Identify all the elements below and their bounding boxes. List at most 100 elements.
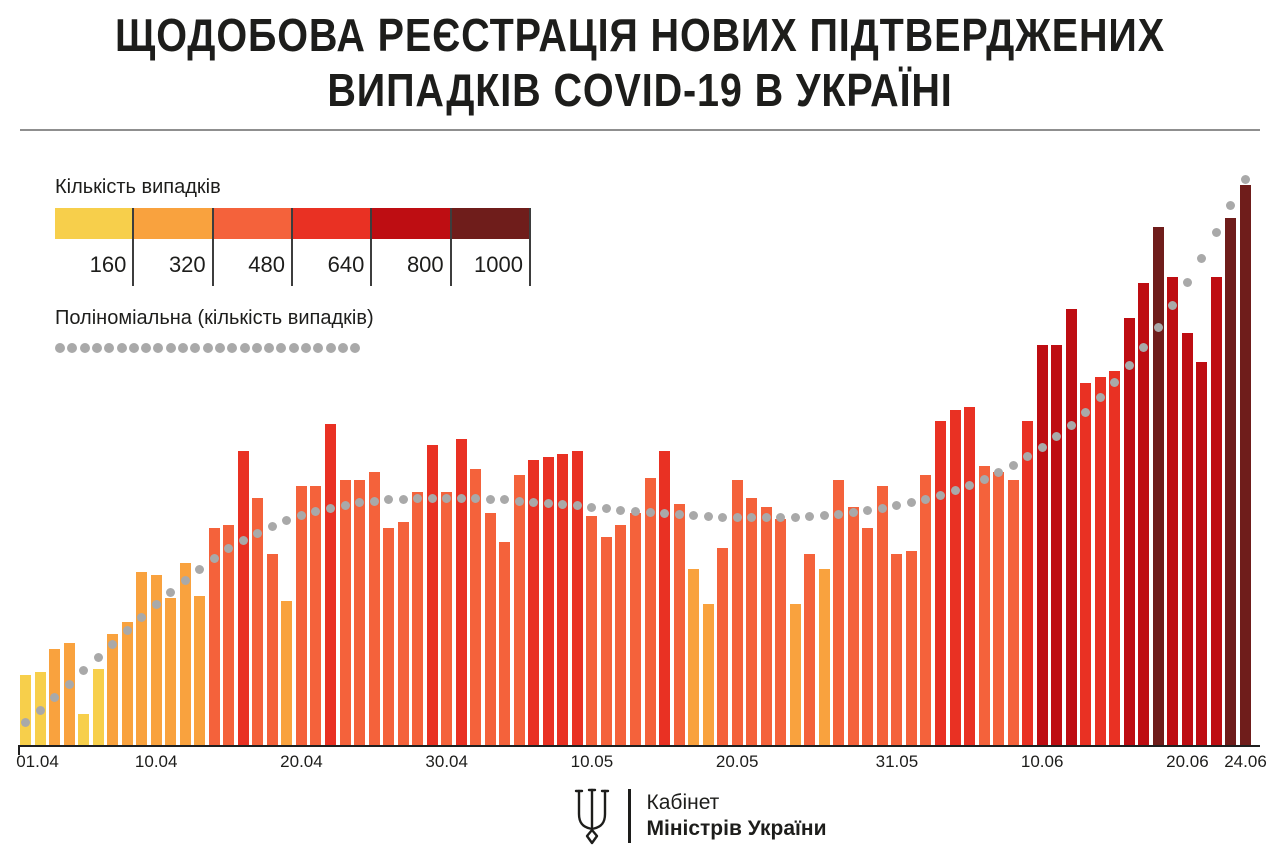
bar: [1196, 362, 1208, 746]
bar: [1109, 371, 1121, 746]
bar: [1138, 283, 1150, 746]
trend-dot: [558, 500, 568, 510]
scale-threshold-label: 160: [89, 252, 127, 277]
trend-dot: [776, 513, 786, 523]
bar: [121, 622, 133, 746]
trend-dot: [1037, 442, 1047, 452]
bar: [1065, 309, 1077, 746]
trend-dot: [326, 503, 335, 513]
bar: [978, 466, 990, 746]
trend-sample-dot: [264, 343, 275, 353]
scale-segment: [55, 208, 135, 239]
trend-dot: [79, 665, 89, 675]
bar: [600, 537, 612, 746]
title-divider: [20, 129, 1260, 131]
trend-sample-dot: [214, 343, 225, 353]
trend-dot: [267, 522, 277, 532]
legend-cases-label: Кількість випадків: [55, 176, 221, 198]
bar: [63, 643, 75, 746]
bar: [630, 513, 641, 746]
x-axis-tick-label: 24.06: [1224, 752, 1267, 771]
trend-dot: [500, 495, 510, 505]
trend-dot: [950, 486, 960, 496]
bar: [325, 424, 336, 746]
trend-line-sample: [55, 343, 365, 353]
trend-dot: [921, 494, 931, 504]
bar: [659, 451, 671, 746]
trend-dot: [1226, 201, 1236, 211]
trend-dot: [936, 490, 945, 500]
trend-dot: [456, 493, 466, 503]
trend-dot: [64, 679, 74, 689]
trend-dot: [790, 512, 800, 522]
trend-dot: [587, 503, 597, 513]
trend-dot: [253, 529, 263, 539]
x-axis-tick-label: 30.04: [425, 752, 468, 771]
bar: [935, 421, 946, 746]
bar: [528, 460, 540, 746]
trend-dot: [224, 544, 234, 554]
trend-dot: [311, 507, 321, 517]
trend-dot: [877, 503, 887, 513]
trend-dot: [21, 717, 30, 727]
trend-dot: [50, 693, 60, 703]
trend-sample-dot: [165, 343, 176, 353]
footer-logo-group: Кабінет Міністрів України: [570, 786, 827, 846]
trend-dot: [355, 498, 365, 508]
bar: [586, 516, 598, 746]
bar: [368, 472, 380, 746]
bar: [150, 575, 162, 746]
trend-sample-dot: [91, 343, 102, 353]
x-axis-tick-label: 10.04: [134, 752, 178, 771]
trend-sample-dot: [55, 343, 65, 353]
trend-sample-dot: [337, 343, 348, 353]
trend-sample-dot: [276, 343, 287, 353]
bar: [266, 554, 278, 746]
bar: [20, 675, 31, 746]
bar: [194, 596, 206, 746]
trend-sample-dot: [79, 343, 90, 353]
legend-trend-label: Поліноміальна (кількість випадків): [55, 307, 374, 329]
x-axis-tick-label: 20.04: [280, 752, 323, 771]
bar: [673, 504, 685, 746]
bar: [746, 498, 758, 746]
trend-dot: [616, 505, 626, 515]
bar: [688, 569, 700, 746]
org-name-line-1: Кабінет: [646, 791, 720, 814]
trend-sample-dot: [178, 343, 188, 353]
scale-divider: [132, 208, 135, 286]
trend-sample-dot: [67, 343, 78, 353]
trend-dot: [166, 588, 176, 598]
trend-dot: [122, 626, 132, 636]
trend-dot: [398, 494, 408, 504]
trend-dot: [93, 653, 103, 662]
trend-dot: [1008, 460, 1018, 470]
scale-divider: [211, 208, 214, 286]
trend-dot: [601, 504, 611, 514]
scale-divider: [529, 208, 531, 286]
bar: [1036, 345, 1048, 746]
trend-sample-dot: [288, 343, 299, 353]
trend-dot: [180, 576, 190, 586]
trend-dot: [369, 496, 379, 506]
trend-dot: [427, 493, 437, 503]
bar: [412, 492, 424, 746]
trend-dot: [543, 499, 553, 509]
trend-dot: [514, 496, 524, 506]
trend-dot: [994, 468, 1004, 478]
x-axis-tick-label: 10.05: [570, 752, 614, 771]
x-axis-tick-label: 31.05: [875, 752, 919, 771]
footer-divider: [627, 789, 631, 843]
trend-sample-dot: [202, 343, 213, 353]
bar: [804, 554, 816, 746]
bar: [644, 478, 656, 746]
bar: [571, 451, 583, 746]
bar: [775, 519, 787, 746]
trend-dot: [1052, 432, 1062, 442]
bar: [237, 451, 249, 746]
bar: [107, 634, 119, 746]
bar: [1167, 277, 1179, 746]
trend-dot: [195, 564, 205, 574]
bar: [310, 486, 322, 746]
bar: [1022, 421, 1034, 746]
